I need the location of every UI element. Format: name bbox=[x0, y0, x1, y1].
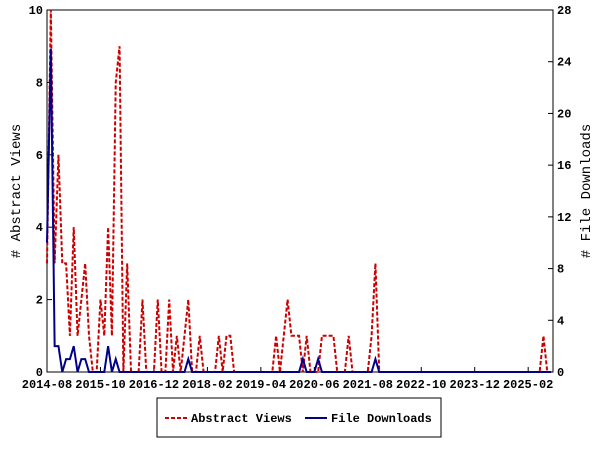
y2-axis-title: # File Downloads bbox=[579, 124, 595, 258]
x-tick-label: 2014-08 bbox=[22, 378, 72, 392]
x-tick-label: 2020-06 bbox=[289, 378, 339, 392]
y2-tick-label: 12 bbox=[557, 211, 571, 225]
legend-box bbox=[156, 397, 442, 438]
x-tick-label: 2016-12 bbox=[129, 378, 179, 392]
x-tick-label: 2015-10 bbox=[75, 378, 125, 392]
y2-tick-label: 20 bbox=[557, 107, 571, 121]
y-axis-title: # Abstract Views bbox=[9, 124, 25, 258]
x-tick-label: 2023-12 bbox=[450, 378, 500, 392]
y2-tick-label: 4 bbox=[557, 314, 564, 328]
y-tick-label: 10 bbox=[29, 4, 43, 18]
y2-tick-label: 8 bbox=[557, 263, 564, 277]
y-tick-label: 0 bbox=[36, 366, 43, 380]
x-tick-label: 2025-02 bbox=[503, 378, 553, 392]
x-tick-label: 2021-08 bbox=[343, 378, 393, 392]
data-line bbox=[46, 48, 552, 373]
y2-tick-label: 24 bbox=[557, 56, 571, 70]
legend-label: Abstract Views bbox=[191, 412, 292, 426]
legend-label: File Downloads bbox=[331, 412, 432, 426]
data-line bbox=[46, 9, 552, 373]
y-tick-label: 6 bbox=[36, 149, 43, 163]
y-tick-label: 4 bbox=[36, 221, 43, 235]
y-tick-label: 8 bbox=[36, 76, 43, 90]
x-tick-label: 2018-02 bbox=[182, 378, 232, 392]
y-tick-label: 2 bbox=[36, 294, 43, 308]
x-tick-label: 2022-10 bbox=[396, 378, 446, 392]
y2-tick-label: 16 bbox=[557, 159, 571, 173]
x-tick-label: 2019-04 bbox=[236, 378, 286, 392]
y2-tick-label: 0 bbox=[557, 366, 564, 380]
y2-tick-label: 28 bbox=[557, 4, 571, 18]
